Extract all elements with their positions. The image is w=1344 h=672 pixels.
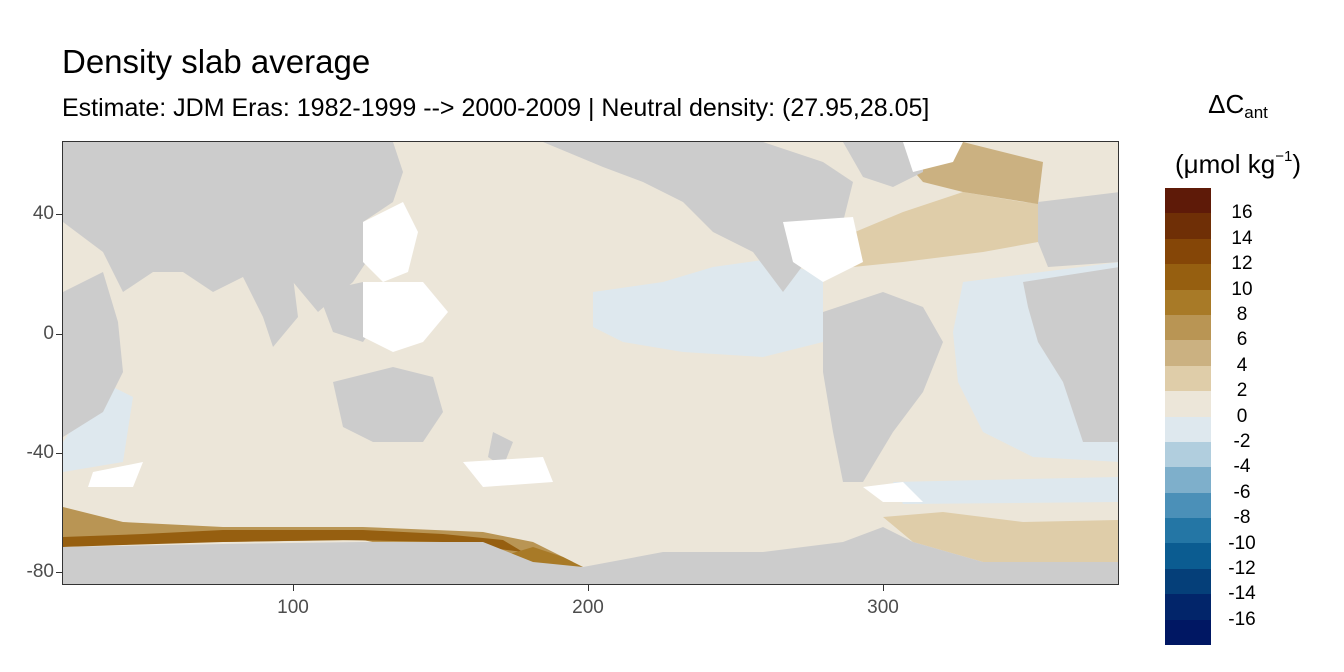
legend-label: -2 <box>1233 431 1251 452</box>
x-tick-mark <box>293 585 294 591</box>
legend-swatch <box>1165 238 1211 265</box>
legend-colorbar <box>1165 188 1211 646</box>
land-europe <box>1038 192 1118 267</box>
land-india <box>243 277 298 347</box>
region-west-indian-margin <box>63 382 133 472</box>
legend-swatch <box>1165 568 1211 595</box>
x-tick-label: 100 <box>277 597 309 618</box>
y-tick-label: -80 <box>26 561 54 582</box>
missing-west-indian <box>88 462 143 487</box>
legend-title-sub: ant <box>1244 103 1268 122</box>
x-tick-label: 200 <box>572 597 604 618</box>
legend-swatch <box>1165 518 1211 544</box>
missing-scotia <box>863 482 923 502</box>
region-tropical-east-pacific <box>593 260 823 357</box>
legend-swatch <box>1165 314 1211 341</box>
legend-label: 4 <box>1236 354 1248 376</box>
land-south-america <box>823 292 943 482</box>
legend-swatch <box>1165 340 1211 366</box>
legend-swatch <box>1165 543 1211 569</box>
chart-title: Density slab average <box>62 43 371 80</box>
y-tick-mark <box>56 572 62 573</box>
legend-label: 16 <box>1231 202 1253 224</box>
land-north-america <box>543 142 853 292</box>
land-new-zealand <box>488 432 513 467</box>
legend-label: -8 <box>1233 507 1251 529</box>
land-antarctica <box>63 527 1118 584</box>
legend-unit-left: (μmol kg <box>1175 149 1276 179</box>
legend-swatch <box>1165 365 1211 392</box>
y-tick-mark <box>56 453 62 454</box>
legend-label: -14 <box>1228 583 1256 605</box>
legend-swatch <box>1165 492 1211 519</box>
y-tick-mark <box>56 214 62 215</box>
legend-label: 10 <box>1231 278 1253 300</box>
missing-east-asia <box>363 202 418 282</box>
legend-label: 12 <box>1231 253 1253 275</box>
legend-title-main: ΔC <box>1208 89 1245 119</box>
x-tick-mark <box>588 585 589 591</box>
missing-data-layer <box>88 142 963 502</box>
legend-label: -16 <box>1228 608 1256 630</box>
legend-swatch <box>1165 188 1211 214</box>
legend-label: 0 <box>1236 405 1248 427</box>
y-tick-label: 0 <box>43 323 54 344</box>
legend-unit-sup: −1 <box>1275 148 1293 165</box>
missing-arctic-atlantic <box>903 142 963 172</box>
land-layer <box>63 142 1118 584</box>
legend-swatch <box>1165 467 1211 493</box>
legend-unit-right: ) <box>1292 149 1301 179</box>
land-australia <box>333 367 443 442</box>
region-weddell-margin <box>883 512 1118 562</box>
legend-swatch <box>1165 213 1211 239</box>
land-eurasia <box>63 142 403 312</box>
region-north-atlantic <box>843 192 1043 267</box>
legend-swatch <box>1165 391 1211 417</box>
x-tick-label: 300 <box>867 597 899 618</box>
map-panel <box>62 141 1119 585</box>
legend-label: 14 <box>1231 227 1253 249</box>
legend-label: 8 <box>1236 304 1248 325</box>
missing-south-australia <box>463 457 553 487</box>
legend-label: -10 <box>1228 532 1256 554</box>
legend-label: -6 <box>1233 481 1251 503</box>
legend-label: 2 <box>1236 380 1248 402</box>
land-africa-east <box>1023 267 1118 442</box>
legend-swatch <box>1165 441 1211 468</box>
legend-swatch <box>1165 594 1211 620</box>
region-antarctic-shelf-strong <box>63 530 523 552</box>
legend-swatch <box>1165 264 1211 290</box>
legend-swatch <box>1165 416 1211 442</box>
missing-indonesia <box>363 282 448 352</box>
land-greenland-iceland <box>843 142 923 187</box>
legend-swatch <box>1165 289 1211 315</box>
x-tick-mark <box>883 585 884 591</box>
map-canvas <box>63 142 1118 584</box>
legend-title: ΔCant (μmol kg−1) <box>1158 86 1318 182</box>
y-tick-label: 40 <box>32 203 54 224</box>
y-tick-mark <box>56 334 62 335</box>
legend-label: -12 <box>1228 558 1256 579</box>
land-africa <box>63 272 123 437</box>
region-south-atlantic-strip <box>893 477 1118 504</box>
legend-label: -4 <box>1233 456 1251 478</box>
chart-subtitle: Estimate: JDM Eras: 1982-1999 --> 2000-2… <box>62 94 930 122</box>
legend-label: 6 <box>1236 329 1248 351</box>
y-tick-label: -40 <box>26 442 54 463</box>
legend-swatch <box>1165 619 1211 646</box>
missing-caribbean <box>783 217 863 282</box>
